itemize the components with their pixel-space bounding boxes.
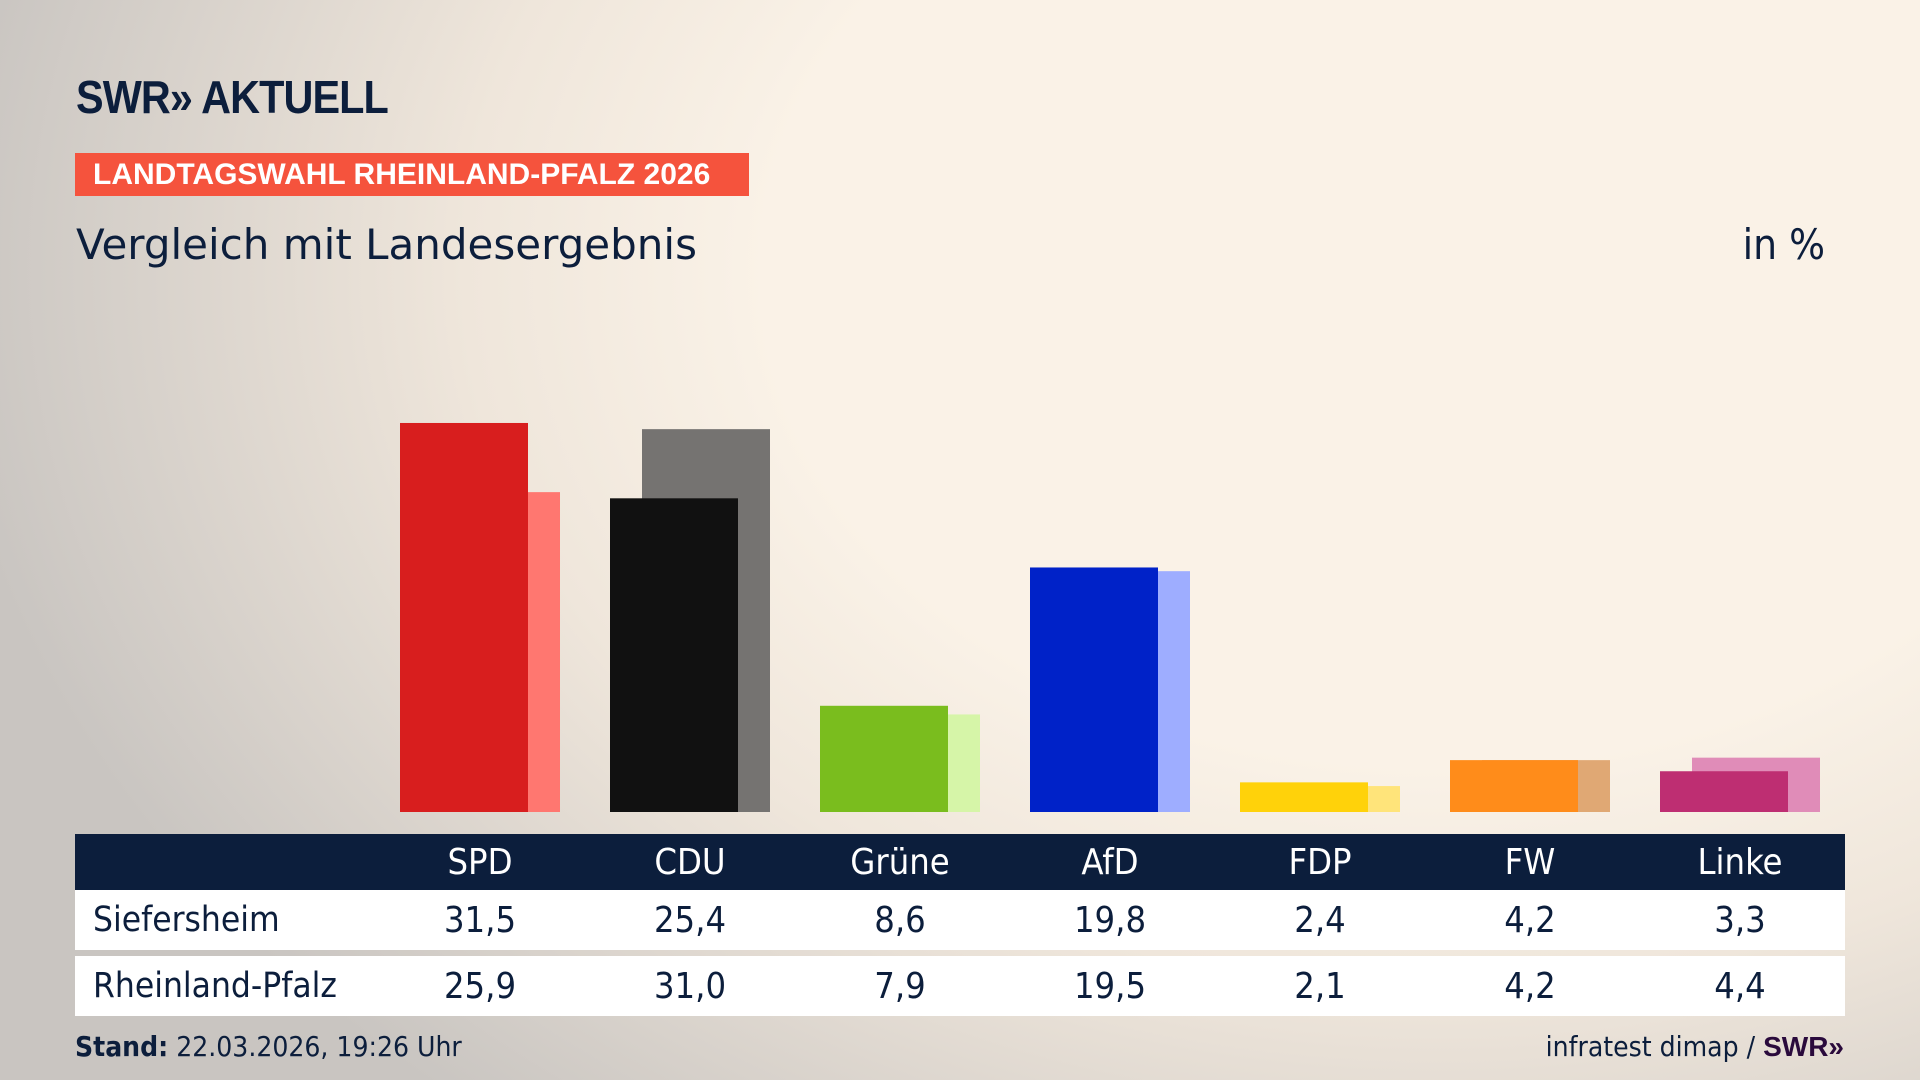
- table-row: Siefersheim 31,5 25,4 8,6 19,8 2,4 4,2 3,3: [75, 890, 1845, 950]
- swr-logo: SWR»: [1763, 1031, 1844, 1062]
- value-cell: 3,3: [1714, 899, 1766, 941]
- value-cell: 4,4: [1714, 965, 1766, 1007]
- value-cell: 31,5: [443, 899, 517, 941]
- value-cell: 25,9: [443, 965, 517, 1007]
- value-cell: 4,2: [1504, 965, 1556, 1007]
- value-cell: 2,1: [1294, 965, 1346, 1007]
- party-header: SPD: [447, 841, 513, 883]
- value-cell: 31,0: [653, 965, 727, 1007]
- bar-spd-siefersheim: [400, 422, 528, 812]
- value-cell: 19,5: [1073, 965, 1147, 1007]
- value-cell: 2,4: [1294, 899, 1346, 941]
- value-cell: 8,6: [874, 899, 926, 941]
- table-row: Rheinland-Pfalz 25,9 31,0 7,9 19,5 2,1 4,2 4,4: [75, 956, 1845, 1016]
- party-header: FW: [1504, 841, 1556, 883]
- party-header: FDP: [1288, 841, 1352, 883]
- bar-fw-siefersheim: [1450, 760, 1578, 812]
- stand-label: Stand:: [75, 1030, 169, 1063]
- value-cell: 7,9: [874, 965, 926, 1007]
- row-label: Rheinland-Pfalz: [93, 966, 337, 1006]
- party-header: Grüne: [850, 841, 950, 883]
- row-label: Siefersheim: [93, 900, 280, 940]
- value-cell: 25,4: [653, 899, 727, 941]
- stand-value: 22.03.2026, 19:26 Uhr: [176, 1030, 462, 1063]
- unit-label: in %: [1742, 220, 1825, 269]
- bar-fdp-siefersheim: [1240, 782, 1368, 812]
- value-cell: 4,2: [1504, 899, 1556, 941]
- party-header: Linke: [1697, 841, 1783, 883]
- bar-grüne-siefersheim: [820, 705, 948, 812]
- party-header: CDU: [654, 841, 726, 883]
- bar-linke-siefersheim: [1660, 771, 1788, 812]
- timestamp: Stand: 22.03.2026, 19:26 Uhr: [75, 1030, 462, 1063]
- value-cell: 19,8: [1073, 899, 1147, 941]
- chart-title: Vergleich mit Landesergebnis: [76, 220, 697, 269]
- bar-cdu-siefersheim: [610, 498, 738, 812]
- source: infratest dimap / SWR»: [1546, 1030, 1844, 1063]
- table-header: SPD CDU Grüne AfD FDP FW Linke: [75, 834, 1845, 890]
- swr-aktuell-logo: SWR» AKTUELL: [76, 71, 389, 123]
- election-banner: LANDTAGSWAHL RHEINLAND-PFALZ 2026: [75, 153, 749, 196]
- party-header: AfD: [1081, 841, 1139, 883]
- source-text: infratest dimap /: [1545, 1030, 1756, 1063]
- bar-afd-siefersheim: [1030, 567, 1158, 812]
